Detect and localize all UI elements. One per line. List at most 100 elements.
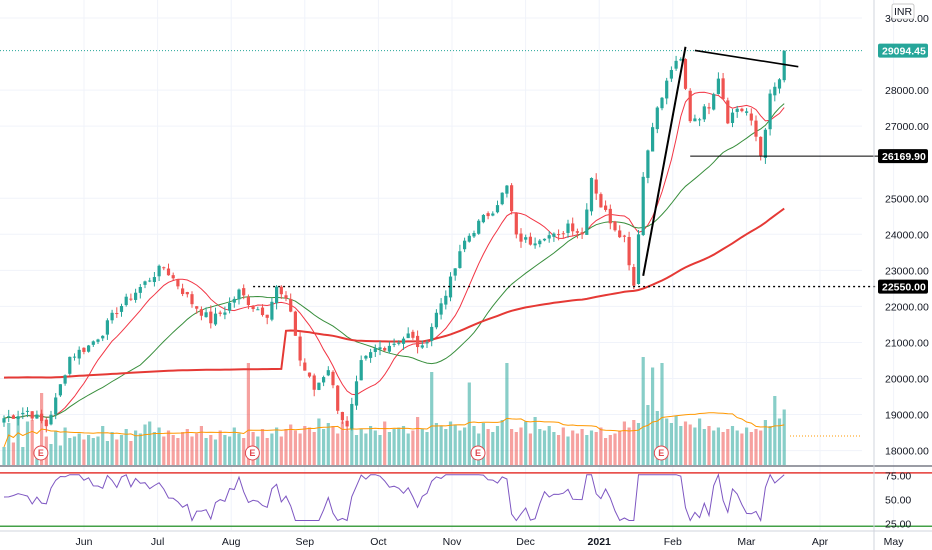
candle-body [340,411,344,421]
volume-bar [209,435,213,465]
volume-bar [627,427,631,465]
price-axis[interactable]: 75.0050.0025.0030000.0028000.0027000.002… [873,0,929,550]
candle-body [542,238,547,241]
time-axis[interactable]: Jun Jul Aug Sep Oct Nov Dec 2021 Feb Mar Apr May [76,536,905,548]
candle-body [265,314,269,318]
volume-bar [411,430,415,465]
price-tick-label: 23000.00 [885,265,929,277]
candle-body [782,50,786,81]
volume-bar [636,423,641,465]
candle-body [40,413,44,421]
volume-bar [768,426,772,465]
candle-body [660,97,664,109]
candle-body [679,59,683,61]
volume-bar [171,435,175,465]
earnings-marker-label: E [249,448,255,458]
volume-bar [54,430,58,465]
volume-bar [749,432,753,465]
trend-lines [642,46,799,276]
volume-bar [195,433,199,465]
earnings-marker-label: E [658,448,664,458]
time-tick-label: Apr [812,536,829,548]
volume-bar [387,432,391,465]
currency-badge-box[interactable] [891,3,915,20]
volume-bar [223,435,227,465]
candle-body [434,312,438,328]
candle-body [251,305,255,309]
volume-bar [270,433,274,465]
candle-body [387,345,391,352]
candle-body [199,309,203,316]
price-levels [0,50,878,288]
candle-body [594,179,598,194]
candle-body [693,118,697,122]
currency-badge[interactable]: INR [891,3,915,20]
candle-body [143,281,147,285]
volume-bar [745,427,749,465]
candle-body [25,410,30,412]
support-price-tag: 22550.00 [882,282,926,294]
volume-bar [364,433,368,465]
earnings-marker [470,445,486,461]
volume-bar [242,438,246,465]
rsi-tick-label: 25.00 [885,518,911,530]
candle-body [655,107,659,130]
candle-body [312,375,316,390]
candle-body [439,303,443,315]
candle-body [467,235,471,242]
candle-body [580,232,584,235]
volume-bar [566,436,570,465]
candle-body [622,235,626,237]
candle-body [505,185,509,194]
volume-bar [599,427,603,465]
volume-bar [406,433,410,465]
volume-bar [397,427,401,465]
candle-body [773,86,777,96]
price-tick-label: 28000.00 [885,85,929,97]
volume-bar [16,418,20,465]
volume-bar [763,420,767,465]
volume-bar [401,426,406,465]
volume-bar [434,423,438,465]
volume-moving-average [3,412,862,448]
candle-body [420,345,424,348]
candle-body [491,213,495,216]
volume-bar [759,430,763,465]
volume-bar [463,427,467,465]
candle-body [87,345,91,352]
candle-body [307,372,312,377]
candle-body [571,223,575,232]
volume-bar [571,430,575,465]
price-tick-label: 25000.00 [885,193,929,205]
candle-body [646,150,650,178]
candle-body [392,343,396,345]
volume-bar [726,429,730,465]
currency-label: INR [894,6,913,18]
volume-bar [275,427,279,465]
volume-bar [740,433,744,465]
volume-bar [7,423,11,465]
volume-bar [552,432,556,465]
price-tick-label: 24000.00 [885,229,929,241]
volume-bar [505,363,509,465]
volume-bar [486,429,490,465]
candle-body [289,298,293,312]
candle-body [293,311,297,336]
volume-bar [152,432,156,465]
candle-body [16,416,20,420]
volume-bar [129,441,133,465]
volume-bar [138,433,142,465]
candle-body [336,385,340,411]
time-tick-label: Jun [76,536,93,548]
candle-body [279,286,283,295]
candle-body [514,212,518,235]
volume-bar [594,432,598,465]
candle-body [148,280,152,282]
candle-body [7,416,11,418]
candle-body [401,338,406,344]
candle-body [683,59,688,89]
candle-body [331,371,335,386]
volume-bar [491,432,495,465]
candle-body [495,205,500,213]
